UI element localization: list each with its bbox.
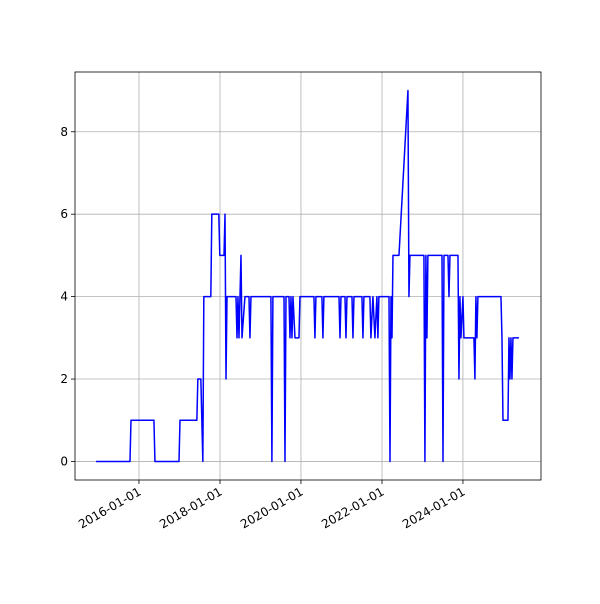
y-tick-label: 4: [60, 290, 68, 304]
plot-frame: [74, 71, 542, 481]
data-line: [95, 89, 519, 463]
y-tick-label: 2: [60, 372, 68, 386]
y-tick-label: 6: [60, 207, 68, 221]
y-tick-label: 8: [60, 125, 68, 139]
y-tick-label: 0: [60, 454, 68, 468]
